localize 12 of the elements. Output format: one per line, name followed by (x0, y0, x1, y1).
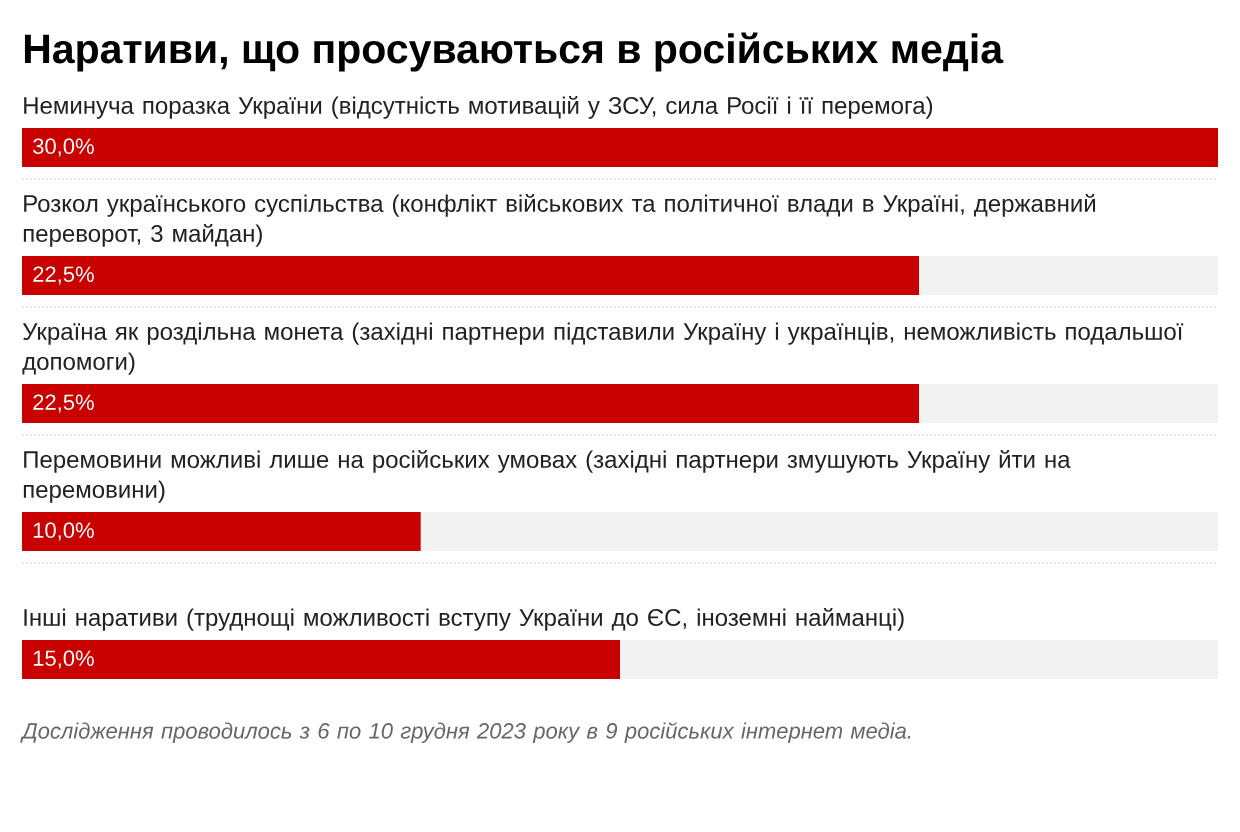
y-tick-label: Розкол українського суспільства (конфлікт військових та політичної влади в Україні, державний переворот, 3 майдан) (23, 193, 1096, 247)
text: Дослідження проводилось з 6 по 10 грудня 2023 року в 9 російських інтернет медіа. (20, 722, 911, 744)
data-label: 15,0% (33, 650, 94, 669)
y-tick-label: Неминуча поразка України (відсутність мотивацій у ЗСУ, сила Росії і її перемога) (24, 95, 933, 119)
data-label: 22,5% (33, 394, 94, 413)
y-tick-label: Інші наративи (труднощі можливості вступу України до ЄС, іноземні найманці) (24, 607, 904, 631)
data-label: 30,0% (33, 138, 94, 157)
y-tick-label: Перемовини можливі лише на російських умовах (західні партнери змушують Україну йти на перемовини) (23, 449, 1071, 503)
chart-title: Наративи, що просуваються в російських медіа (24, 32, 1004, 72)
y-tick-label: Україна як роздільна монета (західні партнери підставили Україну і українців, неможливість подальшої допомоги) (22, 322, 1184, 375)
data-label: 10,0% (33, 522, 94, 541)
data-label: 22,5% (33, 266, 94, 285)
